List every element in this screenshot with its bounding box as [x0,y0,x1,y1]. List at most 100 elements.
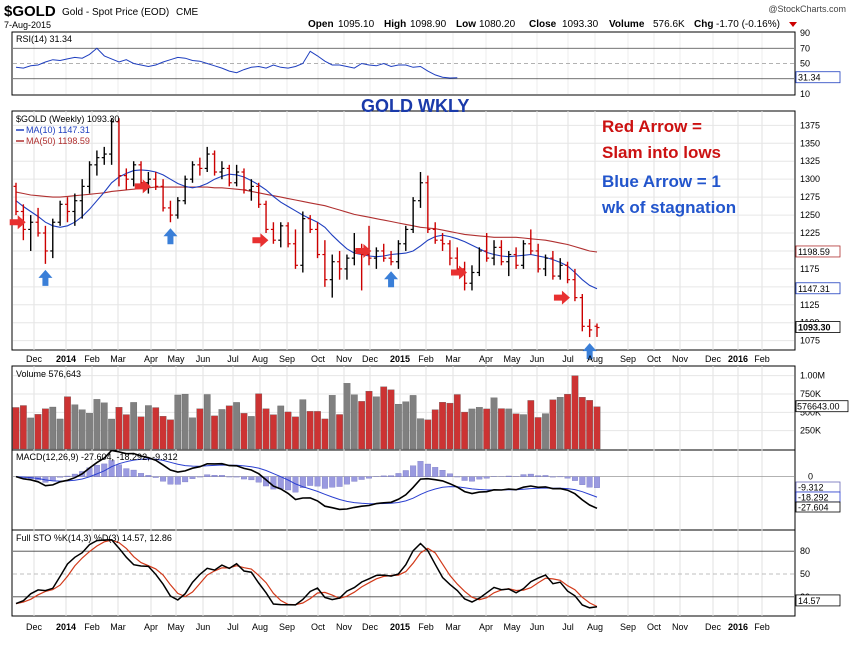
volume-bar [285,412,291,449]
macd-histogram-bar [256,477,262,483]
macd-histogram-bar [484,477,490,479]
macd-histogram-bar [587,477,593,488]
chg-label: Chg [694,19,713,30]
volume-bar [160,416,166,449]
volume-bar [447,403,453,449]
macd-histogram-bar [403,470,409,476]
volume-bar [248,416,254,449]
rsi-label: RSI(14) 31.34 [16,34,72,44]
volume-bar [189,418,195,449]
volume-bar [425,420,431,449]
volume-bar [564,394,570,449]
x-tick-label-bottom: 2015 [390,622,410,632]
high-label: High [384,19,406,30]
volume-bar [528,400,534,449]
x-tick-label-bottom: Mar [445,622,461,632]
x-tick-label-top: Mar [110,354,126,364]
x-tick-label-bottom: Nov [336,622,353,632]
price-tick-label: 1350 [800,138,820,148]
x-tick-label-top: Nov [672,354,689,364]
volume-bar [219,409,225,449]
volume-bar [307,411,313,449]
macd-histogram-bar [396,473,402,476]
macd-histogram-bar [124,469,130,477]
x-tick-label-top: Aug [587,354,603,364]
x-tick-label-top: Feb [84,354,100,364]
rsi-tick-label: 90 [800,28,810,38]
volume-bar [498,409,504,449]
rsi-tick-label: 70 [800,43,810,53]
volume-bar [314,411,320,449]
x-tick-label-bottom: Feb [418,622,434,632]
price-tick-label: 1300 [800,174,820,184]
macd-panel [12,450,795,530]
volume-bar [35,414,41,449]
macd-histogram-bar [579,477,585,485]
instrument-name: Gold - Spot Price (EOD) [62,7,169,18]
open-value: 1095.10 [338,19,375,30]
macd-histogram-bar [366,477,372,479]
close-label: Close [529,19,557,30]
volume-bar [469,409,475,449]
x-tick-label-bottom: Feb [754,622,770,632]
x-tick-label-bottom: Oct [311,622,326,632]
volume-bar [344,383,350,449]
price-label: $GOLD (Weekly) 1093.30 [16,114,119,124]
volume-bar [432,410,438,449]
price-value-tag-text: 1093.30 [798,323,831,333]
rsi-tick-label: 10 [800,89,810,99]
volume-bar [13,407,19,449]
macd-histogram-bar [307,477,313,486]
macd-histogram-bar [168,477,174,485]
volume-bar [167,420,173,449]
macd-histogram-bar [322,477,328,489]
x-tick-label-bottom: Apr [479,622,493,632]
price-tick-label: 1125 [800,300,819,310]
x-tick-label-bottom: Apr [144,622,158,632]
volume-bar [579,397,585,449]
chg-value: -1.70 (-0.16%) [716,19,780,30]
volume-bar [417,419,423,449]
price-tick-label: 1250 [800,210,820,220]
macd-histogram-bar [50,477,56,481]
x-tick-label-top: May [167,354,185,364]
x-tick-label-bottom: 2016 [728,622,748,632]
x-tick-label-top: May [503,354,521,364]
volume-bar [410,395,416,449]
x-tick-label-top: Jul [562,354,574,364]
macd-histogram-bar [241,477,247,479]
price-tick-label: 1225 [800,228,820,238]
volume-tick-label: 250K [800,426,821,436]
volume-bar [542,414,548,449]
x-tick-label-top: Sep [620,354,636,364]
volume-bar [439,402,445,449]
blue-arrow-note-line1: Blue Arrow = 1 [602,172,721,191]
volume-bar [116,407,122,449]
x-tick-label-bottom: Jun [196,622,211,632]
macd-histogram-bar [160,477,166,482]
volume-bar [86,413,92,449]
price-tick-label: 1075 [800,336,820,346]
macd-histogram-bar [521,475,527,477]
volume-bar [130,402,136,449]
x-tick-label-top: Jul [227,354,239,364]
volume-bar [557,397,563,449]
low-label: Low [456,19,476,30]
x-tick-label-top: Oct [647,354,662,364]
ma50-value-tag-text: 1198.59 [798,247,830,257]
x-tick-label-top: Sep [279,354,295,364]
macd-histogram-bar [131,470,137,477]
volume-bar [322,419,328,449]
volume-bar [108,419,114,449]
volume-bar [233,402,239,449]
x-tick-label-top: Aug [252,354,268,364]
volume-bar [336,414,342,449]
volume-bar [138,417,144,449]
macd-histogram-bar [153,477,159,478]
volume-bar [292,417,298,449]
macd-histogram-bar [469,477,475,482]
volume-bar [550,400,556,449]
volume-bar [57,419,63,449]
macd-histogram-bar [138,473,144,476]
red-arrow-note-line1: Red Arrow = [602,117,702,136]
